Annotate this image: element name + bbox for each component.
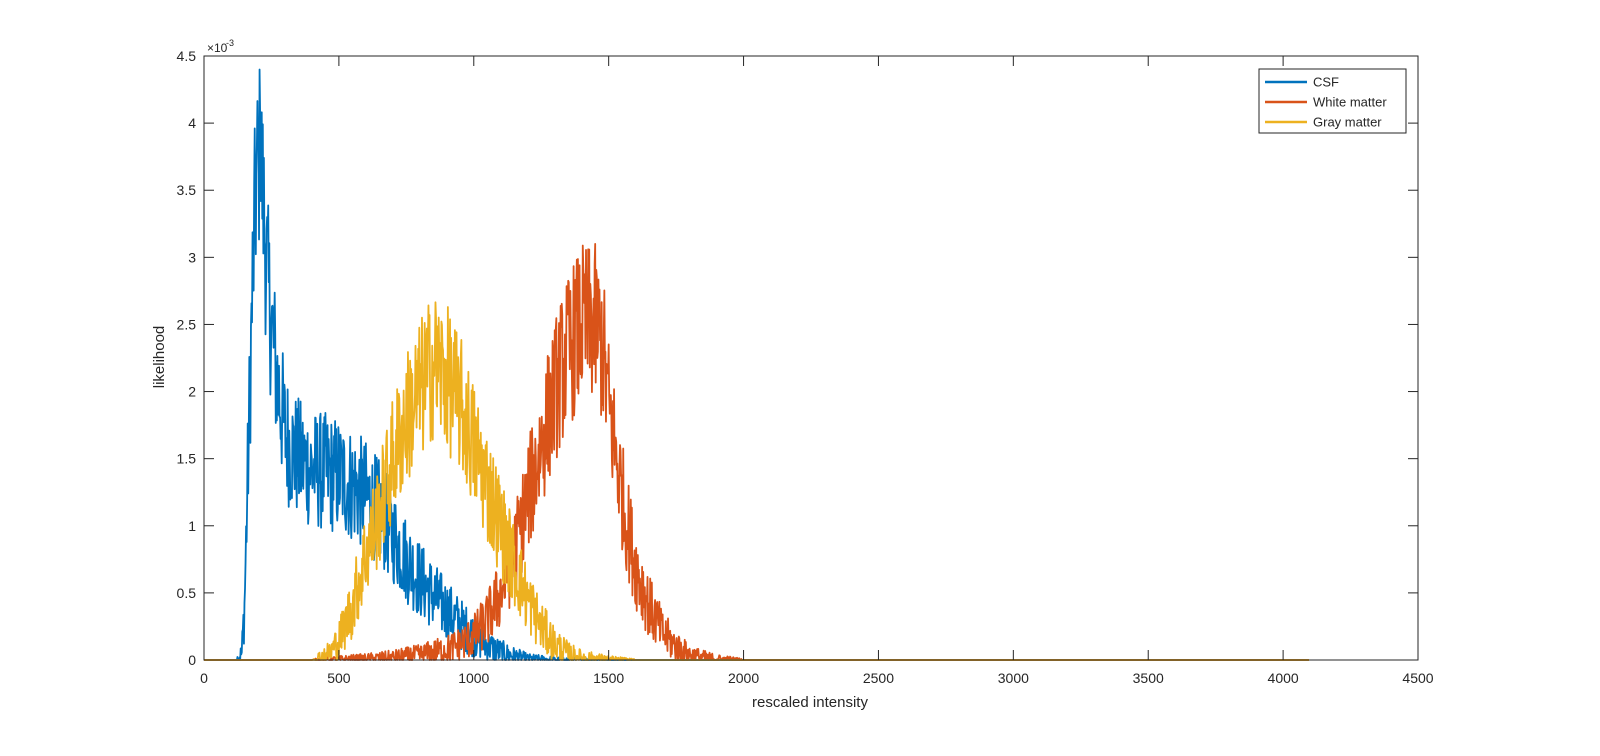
y-tick-label: 4.5: [177, 48, 197, 64]
legend: CSF White matter Gray matter: [1258, 68, 1407, 134]
series-layer: [203, 68, 1310, 661]
y-axis-exponent: ×10 -3: [207, 38, 234, 55]
x-tick-label: 2500: [863, 670, 894, 686]
x-tick-label: 1000: [458, 670, 489, 686]
legend-item: CSF: [1265, 75, 1339, 90]
y-tick-label: 1.5: [177, 451, 197, 467]
y-tick-label: 3.5: [177, 182, 197, 198]
y-tick-label: 2: [188, 384, 196, 400]
legend-label: Gray matter: [1313, 115, 1382, 130]
legend-item: Gray matter: [1265, 115, 1382, 130]
x-axis-label: rescaled intensity: [752, 694, 868, 711]
series-line: [203, 68, 1310, 661]
y-axis-label: likelihood: [151, 326, 168, 389]
y-tick-label: 2.5: [177, 316, 197, 332]
x-tick-label: 3000: [998, 670, 1029, 686]
y-tick-label: 0.5: [177, 585, 197, 601]
axes-layer: 0 500 1000 1500 2000 2500 3000 3500 4000 4500 0 0.5…: [177, 48, 1434, 686]
x-tick-label: 1500: [593, 670, 624, 686]
x-tick-label: 3500: [1133, 670, 1164, 686]
y-tick-label: 0: [188, 652, 196, 668]
x-tick-label: 2000: [728, 670, 759, 686]
series-line: [203, 243, 1310, 661]
y-tick-label: 4: [188, 115, 196, 131]
y-exponent-power: -3: [226, 38, 234, 48]
legend-label: CSF: [1313, 75, 1339, 90]
x-tick-label: 4500: [1402, 670, 1433, 686]
y-exponent-base: ×10: [207, 41, 228, 55]
x-tick-label: 4000: [1268, 670, 1299, 686]
y-tick-label: 1: [188, 518, 196, 534]
x-tick-label: 500: [327, 670, 351, 686]
legend-item: White matter: [1265, 95, 1387, 110]
series-csf: [203, 68, 1310, 661]
legend-label: White matter: [1313, 95, 1387, 110]
y-tick-label: 3: [188, 249, 196, 265]
series-white-matter: [203, 243, 1310, 661]
x-tick-label: 0: [200, 670, 208, 686]
axes-box: [203, 55, 1419, 661]
